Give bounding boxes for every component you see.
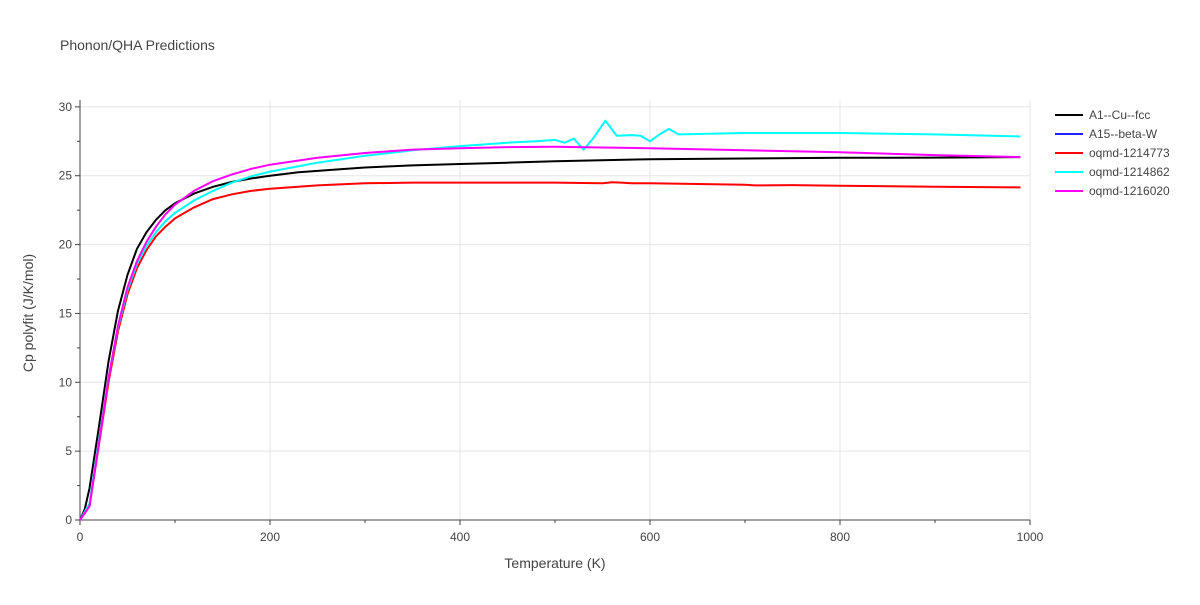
axis-layer: 0 200 400 600 800 1000 0 5 10 15 20 25 30 bbox=[59, 100, 1044, 544]
legend-label: oqmd-1214773 bbox=[1089, 146, 1170, 160]
grid-layer bbox=[80, 100, 1031, 520]
x-tick-label: 600 bbox=[640, 530, 660, 544]
y-tick-label: 20 bbox=[59, 238, 73, 252]
y-tick-label: 10 bbox=[59, 375, 73, 389]
series-line-A1--Cu--fcc bbox=[79, 156, 1021, 521]
legend-label: A15--beta-W bbox=[1089, 127, 1158, 141]
x-axis-label: Temperature (K) bbox=[504, 555, 605, 571]
y-tick-label: 30 bbox=[59, 100, 73, 114]
series-line-oqmd-1214862 bbox=[79, 119, 1021, 521]
y-axis-label: Cp polyfit (J/K/mol) bbox=[20, 254, 36, 372]
x-tick-label: 1000 bbox=[1017, 530, 1044, 544]
x-tick-label: 0 bbox=[77, 530, 84, 544]
y-tick-label: 15 bbox=[59, 306, 73, 320]
x-tick-label: 800 bbox=[830, 530, 850, 544]
y-tick-label: 25 bbox=[59, 169, 73, 183]
legend-label: oqmd-1216020 bbox=[1089, 184, 1170, 198]
y-tick-label: 0 bbox=[65, 513, 72, 527]
series-layer bbox=[79, 119, 1021, 521]
chart-title: Phonon/QHA Predictions bbox=[60, 37, 215, 53]
x-tick-label: 200 bbox=[260, 530, 280, 544]
x-tick-label: 400 bbox=[450, 530, 470, 544]
series-line-oqmd-1214773 bbox=[79, 181, 1021, 521]
y-tick-label: 5 bbox=[65, 444, 72, 458]
legend-label: oqmd-1214862 bbox=[1089, 165, 1170, 179]
series-line-oqmd-1216020 bbox=[79, 145, 1021, 521]
legend: A1--Cu--fcc A15--beta-W oqmd-1214773 oqmd-1… bbox=[1055, 108, 1170, 198]
legend-label: A1--Cu--fcc bbox=[1089, 108, 1150, 122]
